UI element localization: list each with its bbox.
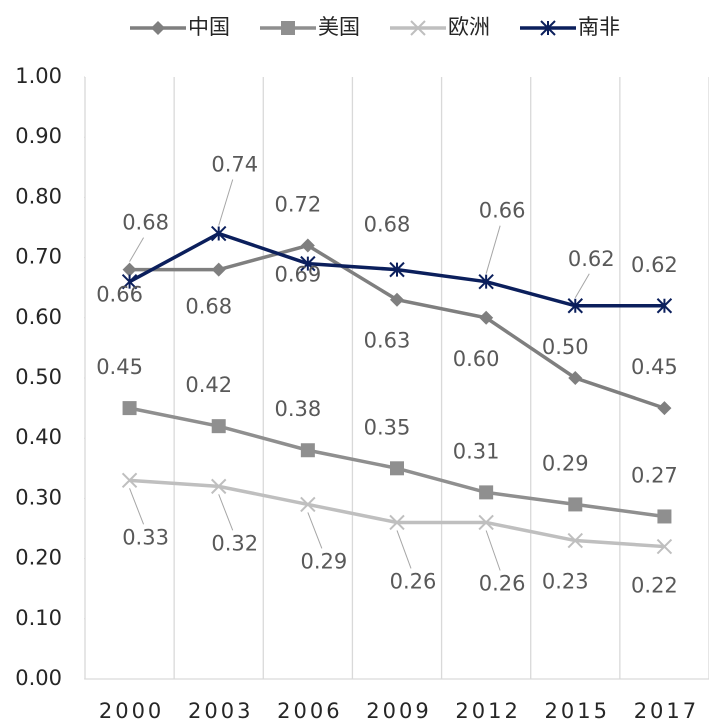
x-tick-label: 2015 [545,699,610,722]
data-label: 0.69 [274,263,321,287]
y-tick-label: 0.10 [15,606,62,630]
data-label: 0.42 [185,373,232,397]
y-tick-label: 0.00 [15,666,62,690]
x-tick-label: 2006 [277,699,342,722]
marker [121,472,138,489]
x-tick-label: 2012 [455,699,520,722]
data-label: 0.60 [453,347,500,371]
data-label: 0.35 [364,415,411,439]
data-label: 0.26 [390,569,437,593]
data-label: 0.66 [96,283,143,307]
y-tick-label: 0.40 [15,425,62,449]
marker [479,310,494,325]
marker [479,485,494,500]
data-label: 0.62 [631,253,678,277]
data-label: 0.27 [631,463,678,487]
marker [300,255,316,272]
y-tick-label: 0.90 [15,124,62,148]
data-label: 0.68 [364,213,411,237]
x-tick-label: 2009 [366,699,431,722]
legend-label: 欧洲 [448,15,490,39]
data-label: 0.62 [568,247,615,271]
leader-line [307,512,323,549]
data-label: 0.23 [542,570,589,594]
marker [656,298,673,314]
leader-line [218,494,234,531]
marker [657,401,672,416]
leader-line [485,530,501,571]
marker [567,532,583,549]
marker [389,261,405,278]
leader-line [574,273,590,299]
data-label: 0.63 [364,329,411,353]
y-tick-label: 0.70 [15,245,62,269]
marker [568,497,583,512]
data-label: 0.31 [453,439,500,463]
legend-label: 中国 [188,15,230,39]
data-label: 0.29 [542,451,589,475]
data-label: 0.50 [542,335,589,359]
data-label: 0.29 [300,549,347,573]
marker [567,298,583,314]
marker [121,273,138,290]
marker [300,496,316,513]
marker [211,262,226,277]
data-label: 0.66 [479,199,526,223]
data-label: 0.32 [211,531,258,555]
marker [390,292,404,307]
marker [478,273,494,290]
data-label: 0.45 [96,355,143,379]
data-label: 0.68 [185,295,232,319]
data-label: 0.33 [122,525,169,549]
x-tick-label: 2017 [634,699,699,722]
marker [151,21,165,35]
data-label: 0.45 [631,355,678,379]
x-tick-label: 2000 [99,699,164,722]
marker [211,419,226,434]
data-label: 0.72 [274,193,321,217]
y-tick-label: 1.00 [15,64,62,88]
marker [656,538,673,555]
y-tick-label: 0.80 [15,184,62,208]
x-tick-label: 2003 [188,699,253,722]
marker [281,21,295,35]
marker [300,443,315,458]
marker [478,514,494,531]
marker [568,371,583,385]
leader-line [396,530,412,569]
marker [122,401,137,416]
leader-line [129,237,145,262]
marker [300,238,315,253]
legend-label: 南非 [578,15,620,39]
marker [390,461,404,476]
marker [657,509,672,524]
marker [211,478,227,495]
leader-line [485,225,501,274]
marker [410,20,426,36]
y-tick-label: 0.60 [15,305,62,329]
marker [211,225,227,242]
data-label: 0.68 [122,211,169,235]
marker [540,20,556,36]
leader-line [218,179,234,226]
marker [389,514,405,531]
data-label: 0.74 [211,153,258,177]
data-label: 0.38 [274,397,321,421]
y-tick-label: 0.20 [15,546,62,570]
series-line [129,478,665,549]
marker [122,262,137,277]
data-label: 0.26 [479,571,526,595]
y-tick-label: 0.30 [15,485,62,509]
y-tick-label: 0.50 [15,365,62,389]
leader-line [129,488,145,525]
data-label: 0.22 [631,574,678,598]
legend-label: 美国 [318,15,360,39]
